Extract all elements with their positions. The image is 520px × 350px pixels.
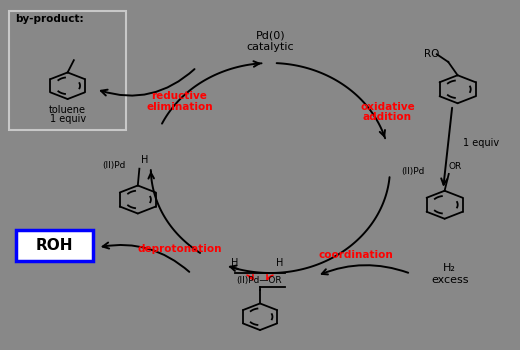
Text: by-product:: by-product:	[16, 14, 84, 24]
Text: RO: RO	[424, 49, 439, 59]
Text: H: H	[141, 155, 148, 165]
Text: deprotonation: deprotonation	[137, 244, 222, 253]
Text: toluene: toluene	[49, 105, 86, 115]
Text: H: H	[276, 258, 283, 267]
Text: reductive: reductive	[151, 91, 207, 101]
Text: (II)Pd: (II)Pd	[103, 161, 126, 170]
Text: catalytic: catalytic	[246, 42, 294, 52]
FancyBboxPatch shape	[9, 10, 126, 130]
Text: 1 equiv: 1 equiv	[463, 139, 499, 148]
Text: H₂: H₂	[444, 263, 456, 273]
FancyBboxPatch shape	[16, 230, 93, 261]
Text: addition: addition	[363, 112, 412, 122]
Text: oxidative: oxidative	[360, 102, 415, 112]
Text: (II)Pd—OR: (II)Pd—OR	[236, 275, 282, 285]
Text: (II)Pd: (II)Pd	[402, 167, 425, 176]
Text: 1 equiv: 1 equiv	[49, 114, 86, 124]
Text: elimination: elimination	[146, 102, 213, 112]
Text: ROH: ROH	[36, 238, 73, 252]
Text: OR: OR	[448, 162, 462, 171]
Text: excess: excess	[431, 275, 469, 285]
Text: Pd(0): Pd(0)	[256, 30, 285, 40]
Text: coordination: coordination	[319, 251, 394, 260]
Text: H: H	[231, 258, 239, 267]
